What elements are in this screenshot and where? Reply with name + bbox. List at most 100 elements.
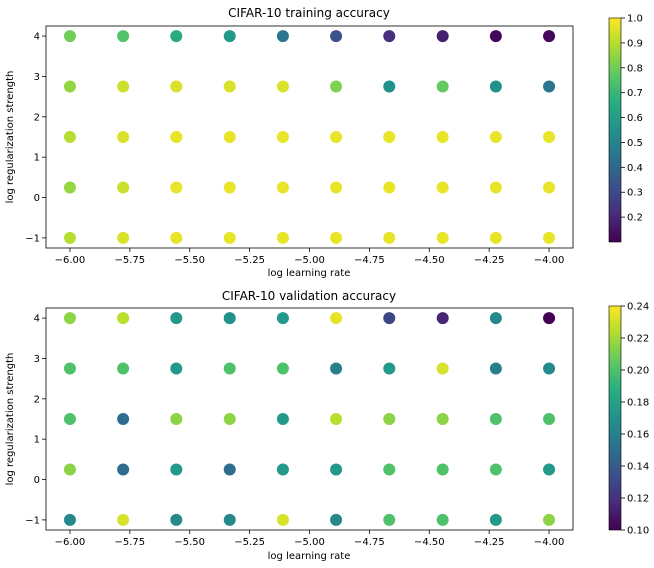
scatter-point <box>117 30 130 43</box>
scatter-point <box>383 513 396 526</box>
y-tick-label: 4 <box>34 314 40 325</box>
colorbar-tick-label: 0.4 <box>627 163 643 174</box>
scatter-point <box>383 362 396 375</box>
y-tick-label: −1 <box>25 515 40 526</box>
scatter-point <box>543 413 556 425</box>
scatter-point <box>489 413 502 425</box>
scatter-point <box>436 312 449 325</box>
scatter-point <box>117 362 130 375</box>
scatter-point <box>117 80 130 93</box>
scatter-point <box>330 181 343 194</box>
scatter-point <box>223 513 236 526</box>
scatter-point <box>276 463 289 476</box>
x-tick-label: −5.50 <box>174 255 205 266</box>
axis-ticks: −6.00 −5.75 −5.50 −5.25 −5.00 −4.75 −4.50 −4.25… <box>25 314 564 548</box>
scatter-point <box>276 80 289 93</box>
colorbar-tick-label: 0.20 <box>627 366 649 377</box>
colorbar-tick-label: 0.9 <box>627 38 643 49</box>
scatter-point <box>489 181 502 194</box>
x-tick-label: −5.75 <box>115 255 146 266</box>
validation-accuracy-chart: CIFAR-10 validation accuracy −6.00 −5.75−… <box>5 289 649 562</box>
scatter-point <box>63 362 76 375</box>
scatter-point <box>276 30 289 43</box>
scatter-point <box>63 513 76 526</box>
scatter-point <box>330 463 343 476</box>
colorbar-tick-label: 0.3 <box>627 188 643 199</box>
x-axis-label: log learning rate <box>268 268 351 279</box>
colorbar-tick-label: 0.14 <box>627 462 649 473</box>
axis-ticks: −6.00 −5.75 −5.50 −5.25 −5.00 −4.75 −4.50 −4.25… <box>25 32 564 266</box>
scatter-point <box>223 463 236 476</box>
training-accuracy-chart: CIFAR-10 training accuracy −6.00 −5.75 −5.… <box>5 6 643 279</box>
y-tick-label: 2 <box>34 112 40 123</box>
scatter-point <box>170 30 183 43</box>
scatter-point <box>436 413 449 425</box>
scatter-points <box>63 30 556 244</box>
colorbar-tick-label: 0.6 <box>627 113 643 124</box>
scatter-point <box>489 312 502 325</box>
x-tick-label: −5.00 <box>294 537 325 548</box>
scatter-point <box>223 80 236 93</box>
scatter-point <box>117 413 130 425</box>
colorbar-tick-label: 0.12 <box>627 494 649 505</box>
scatter-point <box>276 312 289 325</box>
scatter-point <box>63 413 76 425</box>
x-tick-label: −5.25 <box>234 537 265 548</box>
scatter-point <box>63 131 76 143</box>
scatter-point <box>489 231 502 244</box>
scatter-point <box>170 80 183 93</box>
colorbar <box>608 17 622 243</box>
scatter-point <box>170 413 183 425</box>
scatter-point <box>330 312 343 325</box>
scatter-point <box>170 362 183 375</box>
y-tick-label: 1 <box>34 153 40 164</box>
scatter-point <box>489 80 502 93</box>
y-tick-label: 3 <box>34 72 40 83</box>
scatter-point <box>223 131 236 143</box>
x-tick-label: −5.50 <box>174 537 205 548</box>
scatter-point <box>383 80 396 93</box>
colorbar-tick-label: 0.8 <box>627 63 643 74</box>
scatter-point <box>436 181 449 194</box>
scatter-point <box>383 131 396 143</box>
scatter-point <box>276 362 289 375</box>
y-axis-label: log regularization strength <box>5 71 16 204</box>
scatter-point <box>223 231 236 244</box>
colorbar-ticks: 0.2 0.3 0.4 0.5 0.6 0.7 0.8 0.9 1.0 <box>621 14 643 224</box>
scatter-point <box>543 181 556 194</box>
x-tick-label: −5.25 <box>234 255 265 266</box>
scatter-point <box>436 131 449 143</box>
scatter-point <box>383 413 396 425</box>
scatter-point <box>489 463 502 476</box>
scatter-point <box>543 513 556 526</box>
colorbar-tick-label: 0.5 <box>627 138 643 149</box>
y-tick-label: 0 <box>34 475 40 486</box>
scatter-point <box>276 513 289 526</box>
y-tick-label: 0 <box>34 193 40 204</box>
scatter-point <box>543 30 556 43</box>
scatter-point <box>383 312 396 325</box>
colorbar-tick-label: 0.24 <box>627 302 649 313</box>
y-tick-label: 4 <box>34 32 40 43</box>
scatter-point <box>276 181 289 194</box>
colorbar-tick-label: 0.22 <box>627 334 649 345</box>
scatter-point <box>276 231 289 244</box>
scatter-point <box>436 513 449 526</box>
x-axis-label: log learning rate <box>268 551 351 562</box>
x-tick-label: −4.25 <box>474 537 505 548</box>
scatter-point <box>170 312 183 325</box>
scatter-point <box>170 131 183 143</box>
scatter-point <box>383 463 396 476</box>
scatter-point <box>489 362 502 375</box>
scatter-points <box>63 312 556 526</box>
chart-title: CIFAR-10 validation accuracy <box>222 289 396 303</box>
scatter-point <box>489 30 502 43</box>
scatter-point <box>223 30 236 43</box>
scatter-point <box>330 413 343 425</box>
scatter-point <box>63 181 76 194</box>
scatter-point <box>63 463 76 476</box>
x-tick-label: −5.00 <box>294 255 325 266</box>
scatter-point <box>543 80 556 93</box>
scatter-point <box>223 362 236 375</box>
scatter-point <box>543 231 556 244</box>
